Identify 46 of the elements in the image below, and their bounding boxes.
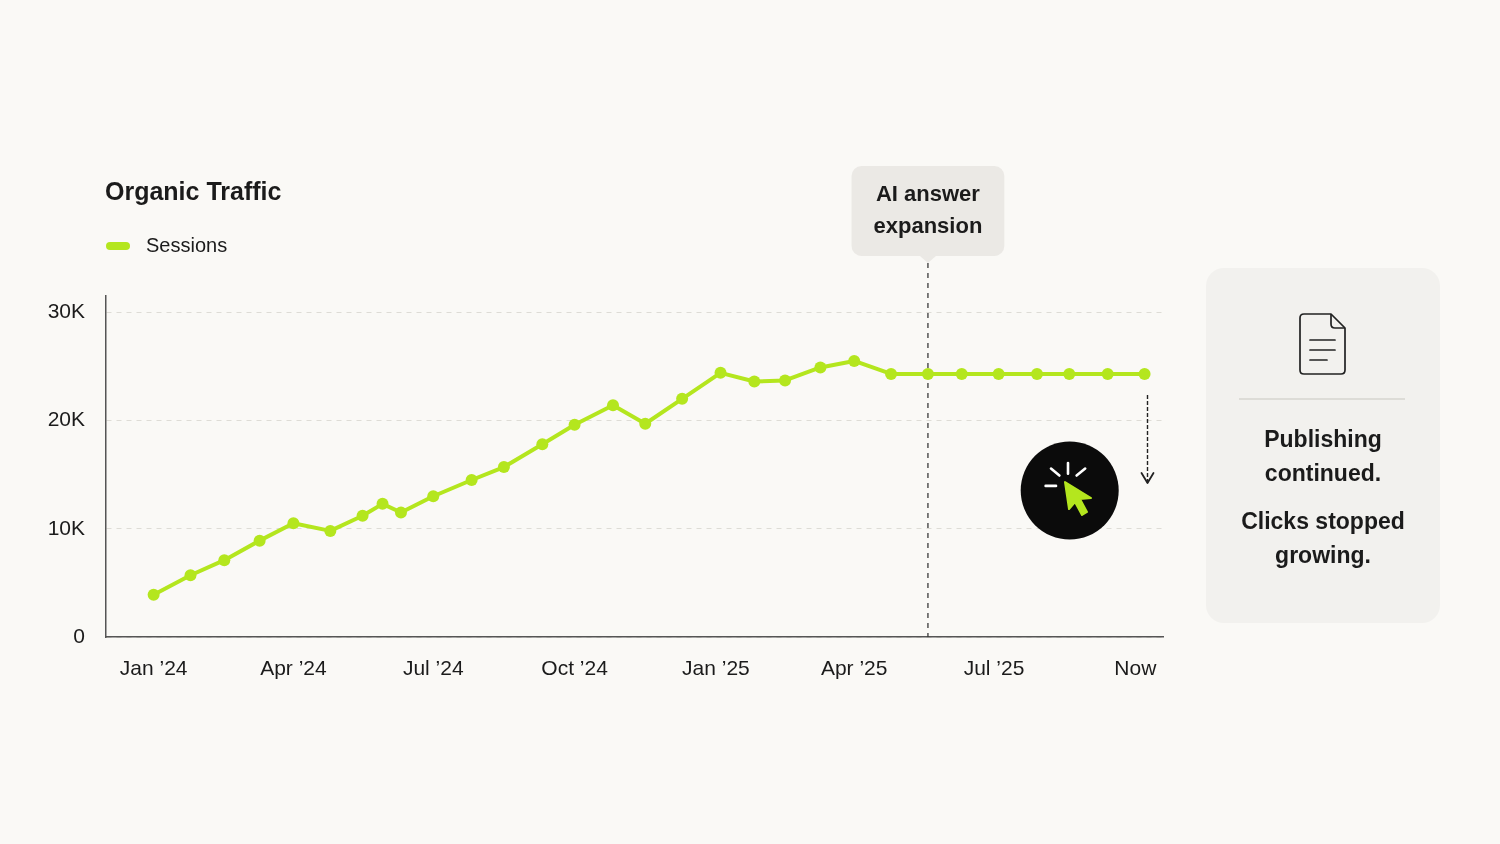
point xyxy=(568,418,581,431)
x-tick-label: Jan ’24 xyxy=(119,656,188,680)
x-tick-label: Jul ’24 xyxy=(402,656,464,680)
point xyxy=(147,588,160,601)
point xyxy=(465,474,478,487)
x-tick-label: Apr ’24 xyxy=(260,656,328,680)
point xyxy=(955,367,968,380)
point xyxy=(287,517,300,530)
point xyxy=(921,367,934,380)
point xyxy=(748,375,761,388)
note-card: Publishing continued. Clicks stopped growing. xyxy=(1206,268,1440,623)
point xyxy=(218,554,231,567)
y-tick-label: 10K xyxy=(47,515,85,539)
ref-line-label: AI answer expansion xyxy=(873,181,983,239)
point xyxy=(714,366,727,379)
point xyxy=(394,506,407,519)
point xyxy=(1063,367,1076,380)
point xyxy=(639,417,652,430)
point xyxy=(848,354,861,367)
point xyxy=(814,361,827,374)
point xyxy=(992,367,1005,380)
x-tick-label: Now xyxy=(1114,656,1158,680)
point xyxy=(376,497,389,510)
y-tick-label: 30K xyxy=(47,299,85,323)
y-tick-label: 0 xyxy=(73,623,85,647)
x-tick-label: Jul ’25 xyxy=(963,656,1025,680)
point xyxy=(1101,367,1114,380)
point xyxy=(497,461,510,474)
chart-title: Organic Traffic xyxy=(105,177,282,205)
legend-label: Sessions xyxy=(146,233,228,256)
y-tick-label: 20K xyxy=(47,407,85,431)
point xyxy=(356,509,369,522)
point xyxy=(427,490,440,503)
point xyxy=(253,534,266,547)
point xyxy=(324,524,337,537)
point xyxy=(184,569,197,582)
point xyxy=(536,438,549,451)
x-tick-label: Apr ’25 xyxy=(820,656,888,680)
point xyxy=(1138,367,1151,380)
point xyxy=(606,399,619,412)
x-tick-label: Jan ’25 xyxy=(682,656,750,680)
point xyxy=(885,367,898,380)
x-tick-label: Oct ’24 xyxy=(541,656,609,680)
point xyxy=(779,374,792,387)
point xyxy=(1031,367,1044,380)
point xyxy=(676,392,689,405)
